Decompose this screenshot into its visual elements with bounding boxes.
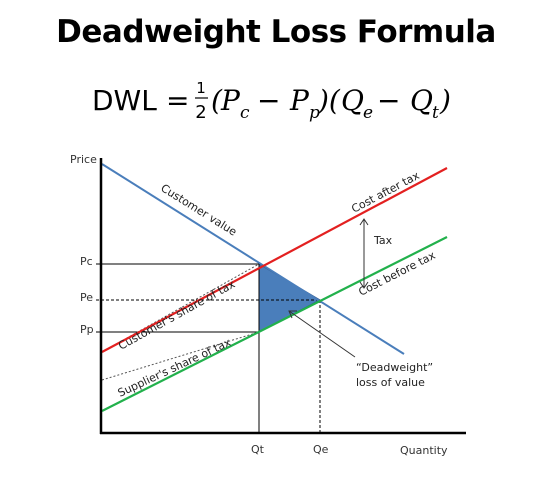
formula-qt: Q	[410, 84, 433, 117]
pp-label: Pp	[80, 323, 94, 336]
formula-close-paren-2: )	[439, 84, 451, 117]
pc-label: Pc	[80, 255, 93, 268]
formula-close-paren-1: )(	[317, 84, 341, 117]
formula-equals: =	[166, 84, 189, 117]
customer-value-label: Customer value	[158, 182, 239, 239]
formula-qt-sub: t	[432, 103, 439, 123]
tax-arrow-up-head	[359, 218, 369, 226]
tax-label: Tax	[373, 234, 393, 247]
deadweight-loss-triangle	[258, 263, 322, 333]
formula-minus-2: −	[377, 84, 400, 117]
y-axis-label: Price	[70, 153, 97, 166]
pe-label: Pe	[80, 291, 93, 304]
dwl-label-line1: “Deadweight”	[356, 361, 433, 374]
formula-pc-sub: c	[240, 103, 250, 123]
cost-after-tax-label: Cost after tax	[349, 169, 422, 216]
formula-pc: P	[220, 84, 241, 117]
customer-value-line	[101, 163, 405, 355]
qt-label: Qt	[251, 443, 265, 456]
formula-pp-sub: p	[309, 103, 320, 123]
formula-denominator: 2	[195, 102, 206, 123]
formula-pp: P	[289, 84, 310, 117]
formula-minus-1: −	[257, 84, 280, 117]
cost-after-tax-line	[101, 167, 448, 353]
qe-label: Qe	[313, 443, 329, 456]
dwl-pointer-head	[288, 310, 297, 319]
cost-before-tax-label: Cost before tax	[356, 249, 438, 299]
deadweight-loss-diagram: Price Quantity Pc Pe Pp Qt Qe Customer v…	[70, 153, 466, 457]
supplier-share-guide	[101, 331, 260, 381]
dwl-formula: DWL = 1 2 ( P c − P p )( Q e − Q t )	[92, 79, 451, 123]
tax-arrow-down-head	[359, 281, 369, 289]
dwl-pointer	[288, 310, 356, 358]
formula-lhs: DWL	[92, 84, 157, 117]
formula-qe-sub: e	[363, 103, 373, 123]
formula-numerator: 1	[196, 79, 206, 97]
x-axis-label: Quantity	[400, 444, 448, 457]
dwl-label-line2: loss of value	[356, 376, 425, 389]
page-title: Deadweight Loss Formula	[56, 14, 496, 50]
cost-before-tax-line	[101, 236, 448, 412]
formula-qe: Q	[341, 84, 364, 117]
formula-open-paren-1: (	[211, 84, 223, 117]
